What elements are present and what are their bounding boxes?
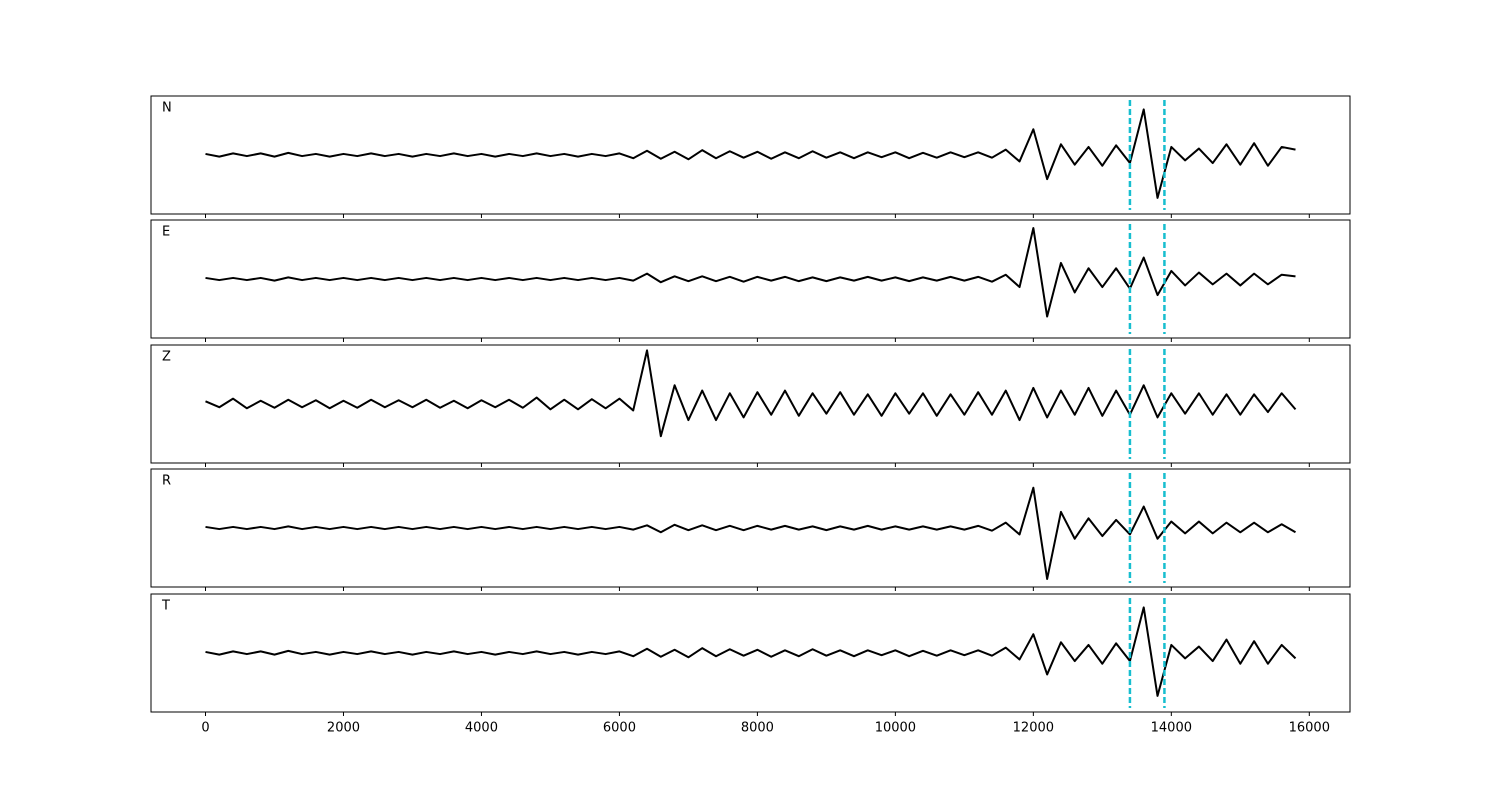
x-tick-label: 2000 [327, 721, 360, 736]
trace [205, 606, 1297, 697]
x-tick-label: 8000 [741, 721, 774, 736]
trace [205, 108, 1296, 199]
trace-label: E [162, 225, 170, 240]
trace [205, 486, 1297, 580]
trace-label: T [161, 599, 170, 614]
panel-frame [150, 95, 1351, 215]
trace [205, 349, 1297, 438]
trace [205, 227, 1296, 318]
x-tick-label: 6000 [603, 721, 636, 736]
x-tick-label: 16000 [1289, 721, 1330, 736]
x-tick-label: 14000 [1151, 721, 1192, 736]
x-tick-label: 4000 [465, 721, 498, 736]
trace-label: Z [162, 350, 171, 365]
panel-frame [150, 593, 1351, 713]
panel-frame [150, 468, 1351, 588]
trace-label: N [162, 101, 172, 116]
x-tick-label: 12000 [1013, 721, 1054, 736]
x-tick-label: 0 [201, 721, 209, 736]
panel-frame [150, 219, 1351, 339]
x-tick-label: 10000 [875, 721, 916, 736]
trace-label: R [162, 474, 171, 489]
panel-frame [150, 344, 1351, 464]
